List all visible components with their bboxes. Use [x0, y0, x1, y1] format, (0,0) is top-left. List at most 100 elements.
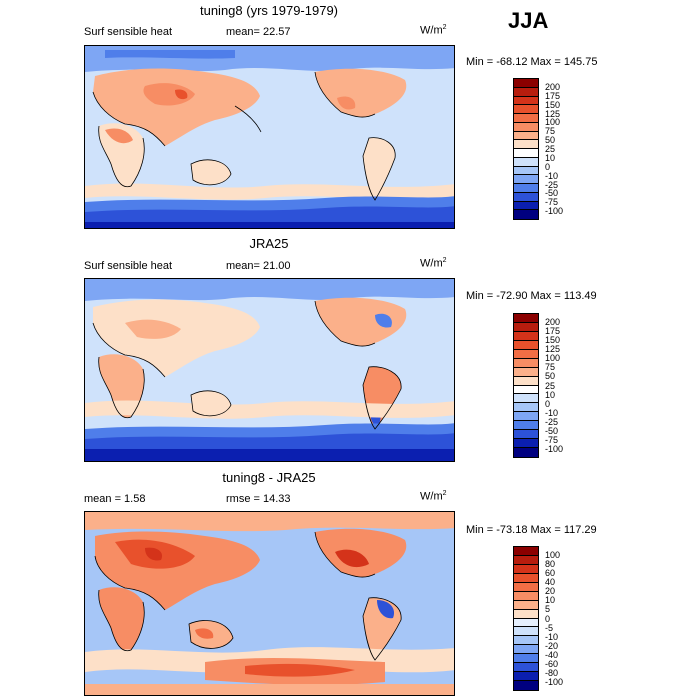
colorbar-tick-label: 40 [545, 577, 556, 588]
colorbar-swatch [514, 555, 538, 565]
panel3-map [84, 511, 455, 696]
colorbar-swatch [514, 322, 538, 332]
colorbar-swatch [514, 627, 538, 637]
colorbar-tick-label: 150 [545, 99, 561, 110]
panel1-variable: Surf sensible heat [84, 26, 173, 38]
colorbar-tick-label: 50 [545, 371, 556, 382]
colorbar-tick-label: 200 [545, 81, 561, 92]
panel1-minmax: Min = -68.12 Max = 145.75 [466, 56, 598, 68]
colorbar-swatch [514, 331, 538, 341]
colorbar-tick-label: 75 [545, 362, 556, 373]
colorbar-tick-label: 0 [545, 161, 551, 172]
colorbar-tick-label: -100 [545, 206, 564, 217]
colorbar-tick-label: -80 [545, 667, 559, 678]
colorbar-swatch [514, 600, 538, 610]
panel2-variable: Surf sensible heat [84, 260, 173, 272]
colorbar-tick-label: 200 [545, 317, 561, 328]
panel3-units: W/m2 [420, 490, 447, 503]
colorbar-tick-label: 10 [545, 152, 556, 163]
colorbar-swatch [514, 367, 538, 377]
colorbar-tick-label: -10 [545, 170, 559, 181]
colorbar-swatch [514, 175, 538, 184]
colorbar-swatch [514, 340, 538, 350]
colorbar-swatch [514, 609, 538, 619]
colorbar-swatch [514, 547, 538, 556]
colorbar-swatch [514, 394, 538, 404]
colorbar-tick-label: -100 [545, 676, 564, 687]
colorbar-swatch [514, 157, 538, 167]
colorbar-swatch [514, 654, 538, 664]
colorbar-tick-label: 10 [545, 389, 556, 400]
colorbar-tick-label: 100 [545, 353, 561, 364]
colorbar-tick-label: -50 [545, 188, 559, 199]
colorbar-tick-label: -10 [545, 407, 559, 418]
colorbar-swatch [514, 403, 538, 413]
colorbar-swatch [514, 105, 538, 114]
colorbar-swatch [514, 166, 538, 176]
panel2-minmax: Min = -72.90 Max = 113.49 [466, 290, 597, 302]
season-label: JJA [508, 8, 549, 33]
colorbar-swatch [514, 201, 538, 211]
colorbar-tick-label: -25 [545, 416, 559, 427]
colorbar-tick-label: 5 [545, 604, 551, 615]
colorbar-tick-label: 125 [545, 108, 561, 119]
colorbar-swatch [514, 618, 538, 628]
colorbar-swatch [514, 210, 538, 219]
colorbar-tick-label: -20 [545, 640, 559, 651]
colorbar-swatch [514, 96, 538, 106]
colorbar-tick-label: -10 [545, 631, 559, 642]
panel2-map-svg [85, 279, 454, 461]
colorbar-tick-label: 175 [545, 326, 561, 337]
colorbar-tick-label: -60 [545, 658, 559, 669]
colorbar-tick-label: -75 [545, 434, 559, 445]
colorbar-tick-label: 25 [545, 380, 556, 391]
colorbar-swatch [514, 663, 538, 673]
panel2-title: JRA25 [249, 236, 289, 251]
panel3-mean: mean = 1.58 [84, 493, 146, 505]
colorbar-swatch [514, 645, 538, 655]
panel1-map-svg [85, 46, 454, 228]
colorbar-tick-label: 100 [545, 550, 561, 561]
colorbar-tick-label: 20 [545, 586, 556, 597]
colorbar-tick-label: 125 [545, 344, 561, 355]
panel1-colorbar [513, 78, 539, 220]
colorbar-swatch [514, 114, 538, 123]
colorbar-swatch [514, 314, 538, 323]
colorbar-swatch [514, 448, 538, 457]
colorbar-swatch [514, 430, 538, 440]
panel1-units: W/m2 [420, 24, 447, 37]
colorbar-tick-label: -50 [545, 425, 559, 436]
colorbar-swatch [514, 140, 538, 149]
colorbar-tick-label: -40 [545, 649, 559, 660]
colorbar-tick-label: -25 [545, 179, 559, 190]
panel3-colorbar [513, 546, 539, 691]
panel1-mean: mean= 22.57 [226, 26, 291, 38]
colorbar-tick-label: 100 [545, 117, 561, 128]
colorbar-tick-label: 0 [545, 398, 551, 409]
panel3-title: tuning8 - JRA25 [222, 470, 316, 485]
colorbar-swatch [514, 122, 538, 132]
colorbar-tick-label: 50 [545, 135, 556, 146]
panel3-map-svg [85, 512, 454, 695]
panel1-map [84, 45, 455, 229]
panel3-minmax: Min = -73.18 Max = 117.29 [466, 524, 597, 536]
colorbar-swatch [514, 358, 538, 368]
colorbar-tick-label: 60 [545, 568, 556, 579]
colorbar-swatch [514, 564, 538, 574]
panel2-units: W/m2 [420, 257, 447, 270]
colorbar-swatch [514, 582, 538, 592]
colorbar-swatch [514, 79, 538, 88]
colorbar-swatch [514, 192, 538, 202]
colorbar-swatch [514, 87, 538, 97]
colorbar-swatch [514, 573, 538, 583]
panel2-mean: mean= 21.00 [226, 260, 291, 272]
colorbar-swatch [514, 591, 538, 601]
colorbar-tick-label: 80 [545, 559, 556, 570]
panel2-colorbar [513, 313, 539, 458]
panel2-map [84, 278, 455, 462]
colorbar-swatch [514, 412, 538, 422]
colorbar-tick-label: -5 [545, 622, 554, 633]
colorbar-tick-label: 150 [545, 335, 561, 346]
colorbar-swatch [514, 184, 538, 193]
colorbar-swatch [514, 439, 538, 449]
